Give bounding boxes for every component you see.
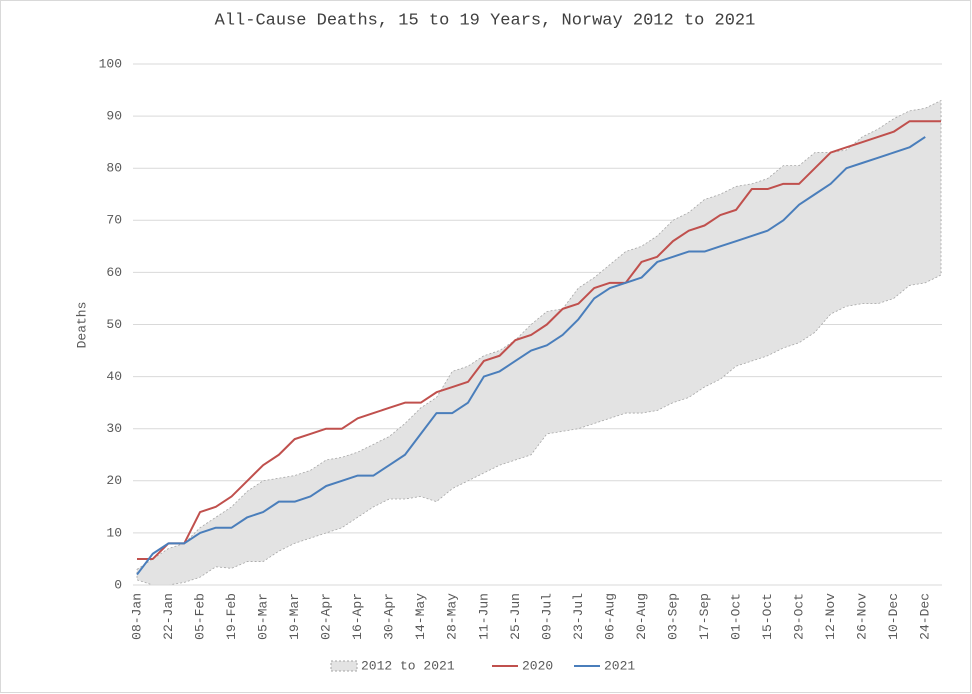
legend-label: 2020 [522,658,553,673]
x-tick-label: 09-Jul [539,593,554,640]
x-tick-label: 12-Nov [823,593,838,640]
x-tick-label: 29-Oct [792,593,807,640]
x-tick-label: 10-Dec [886,593,901,640]
y-tick-label: 80 [106,161,122,176]
y-tick-label: 60 [106,265,122,280]
y-tick-label: 10 [106,525,122,540]
chart-title: All-Cause Deaths, 15 to 19 Years, Norway… [215,11,756,30]
x-tick-label: 03-Sep [665,593,680,640]
x-tick-label: 26-Nov [855,593,870,640]
series-line [136,136,926,576]
y-tick-label: 90 [106,109,122,124]
x-tick-label: 05-Mar [256,593,271,640]
x-tick-label: 30-Apr [382,593,397,640]
legend-label: 2021 [604,658,635,673]
x-tick-label: 20-Aug [634,593,649,640]
range-band [136,99,942,586]
legend-label: 2012 to 2021 [361,658,455,673]
y-tick-label: 70 [106,213,122,228]
y-tick-label: 40 [106,369,122,384]
x-tick-label: 15-Oct [760,593,775,640]
y-tick-label: 0 [114,577,122,592]
x-tick-label: 05-Feb [192,593,207,640]
y-tick-label: 100 [99,56,122,71]
x-tick-label: 25-Jun [508,593,523,640]
x-tick-label: 17-Sep [697,593,712,640]
x-tick-label: 11-Jun [476,593,491,640]
x-tick-label: 08-Jan [129,593,144,640]
y-axis-label: Deaths [74,302,89,349]
x-tick-label: 28-May [445,593,460,640]
x-tick-label: 23-Jul [571,593,586,640]
x-tick-label: 22-Jan [161,593,176,640]
series-line [137,120,941,560]
y-tick-label: 50 [106,317,122,332]
y-tick-label: 20 [106,473,122,488]
x-tick-label: 16-Apr [350,593,365,640]
x-tick-label: 19-Mar [287,593,302,640]
y-tick-label: 30 [106,421,122,436]
x-tick-label: 24-Dec [918,593,933,640]
x-tick-label: 19-Feb [224,593,239,640]
x-tick-label: 14-May [413,593,428,640]
x-tick-label: 02-Apr [319,593,334,640]
legend-swatch [330,660,358,672]
x-tick-label: 01-Oct [728,593,743,640]
x-tick-label: 06-Aug [602,593,617,640]
